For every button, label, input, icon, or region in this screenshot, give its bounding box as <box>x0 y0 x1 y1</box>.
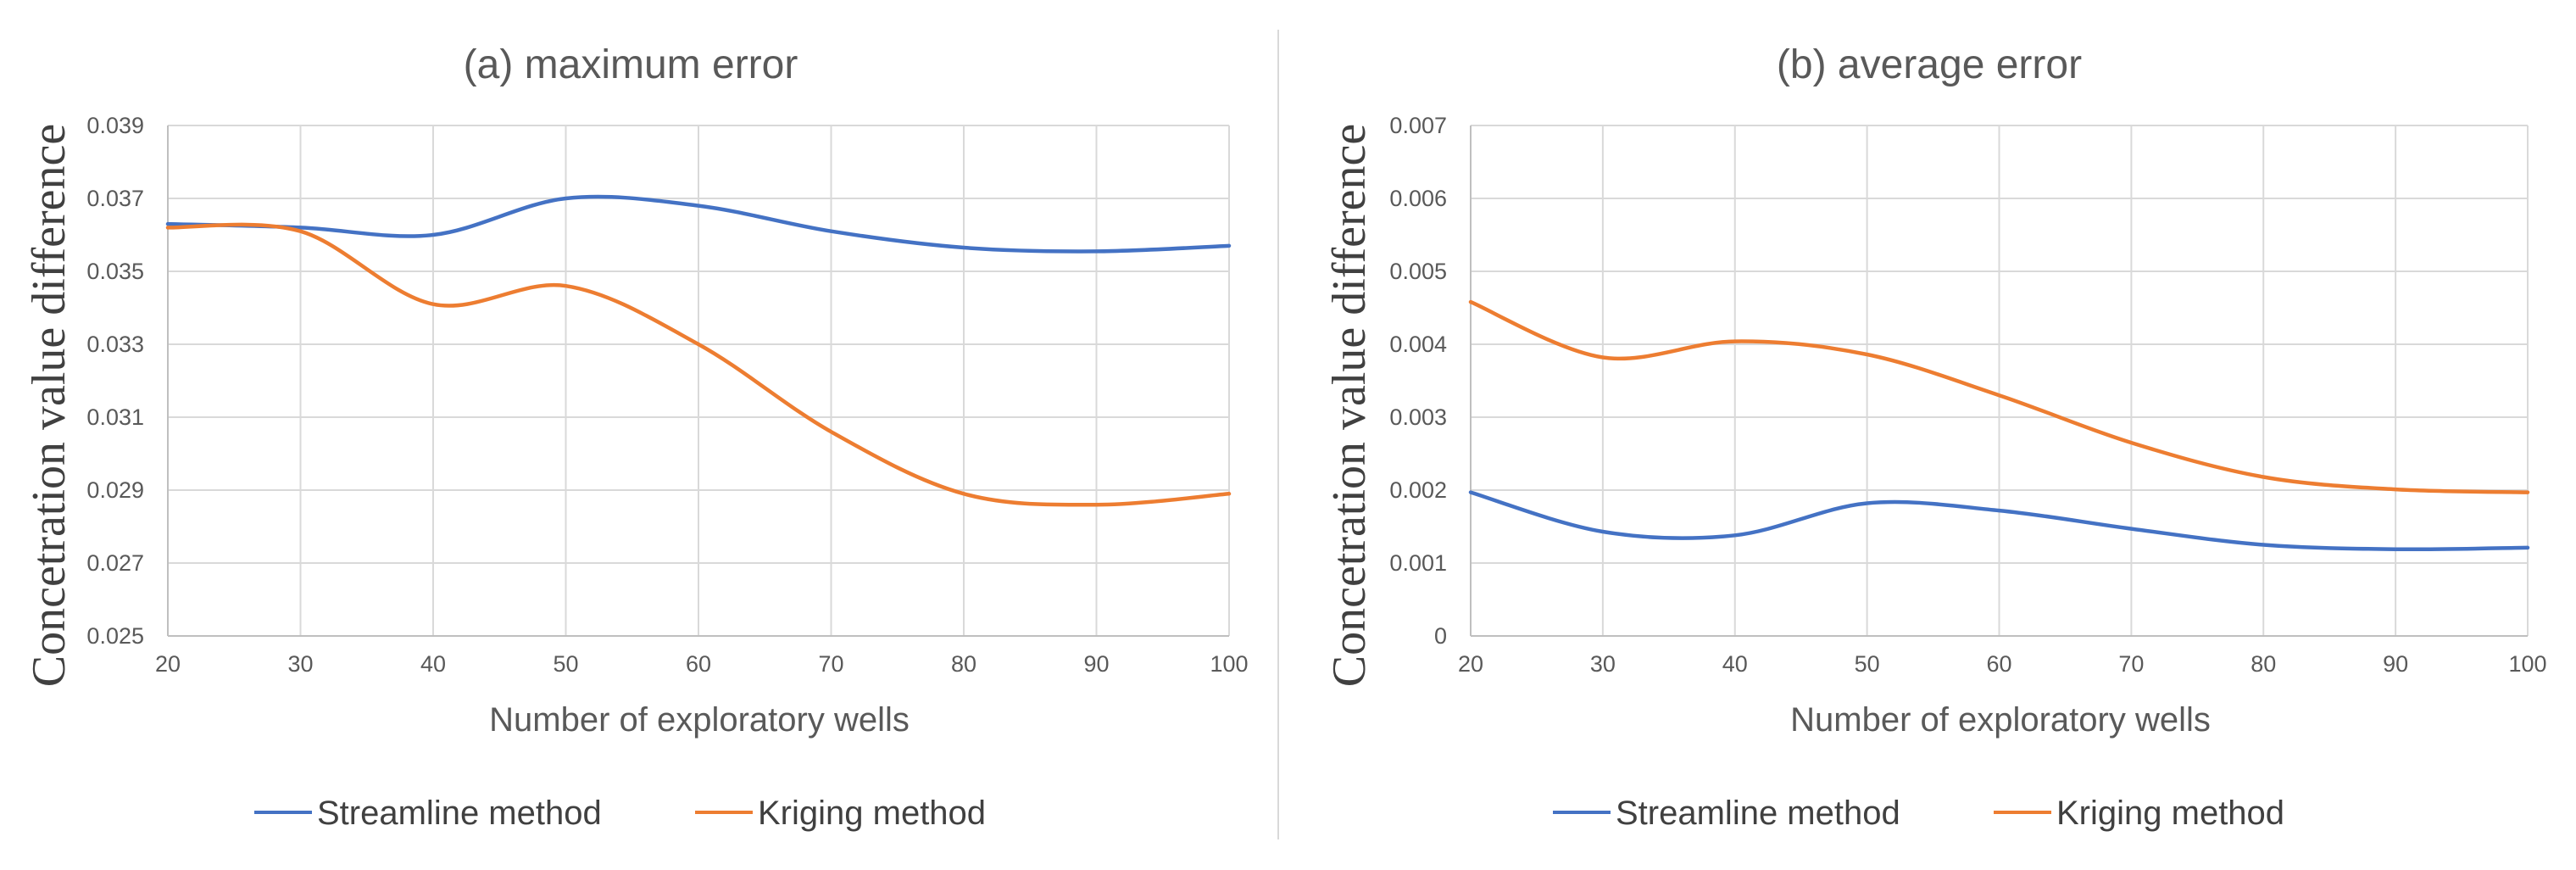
x-axis-label: Number of exploratory wells <box>1790 701 2211 739</box>
x-tick-label: 80 <box>2251 651 2276 677</box>
chart-panel-average-error: (b) average error Concetration value dif… <box>1323 42 2547 832</box>
y-tick-label: 0.005 <box>1389 259 1447 284</box>
chart-title: (a) maximum error <box>464 42 798 87</box>
x-tick-label: 30 <box>1590 651 1616 677</box>
x-tick-label: 100 <box>2508 651 2546 677</box>
y-tick-labels: 0.025 0.027 0.029 0.031 0.033 0.035 0.037 0.039 <box>86 113 144 649</box>
x-tick-labels: 20 30 40 50 60 70 80 90 100 <box>155 651 1249 677</box>
gridlines <box>1470 125 2529 637</box>
legend-label-streamline: Streamline method <box>1616 795 1900 832</box>
legend: Streamline method Kriging method <box>1553 795 2284 832</box>
y-tick-label: 0.035 <box>86 259 144 284</box>
legend: Streamline method Kriging method <box>254 795 986 832</box>
series-line-streamline-method <box>165 194 1232 254</box>
x-tick-label: 20 <box>155 651 181 677</box>
y-tick-label: 0.006 <box>1389 186 1447 211</box>
legend-label-kriging: Kriging method <box>758 795 986 832</box>
y-tick-label: 0.001 <box>1389 550 1447 576</box>
x-tick-label: 80 <box>951 651 976 677</box>
x-tick-label: 90 <box>2383 651 2408 677</box>
x-tick-label: 50 <box>553 651 578 677</box>
y-tick-label: 0.025 <box>86 623 144 649</box>
y-tick-label: 0.003 <box>1389 404 1447 430</box>
axes <box>167 125 1229 637</box>
x-tick-label: 50 <box>1855 651 1880 677</box>
series-line-kriging-method <box>1468 299 2530 494</box>
x-tick-label: 60 <box>686 651 711 677</box>
chart-title: (b) average error <box>1777 42 2082 87</box>
y-tick-label: 0.031 <box>86 404 144 430</box>
x-tick-label: 40 <box>420 651 446 677</box>
x-tick-label: 40 <box>1722 651 1748 677</box>
y-tick-label: 0.002 <box>1389 477 1447 503</box>
axes <box>1470 125 2528 637</box>
y-tick-label: 0.004 <box>1389 332 1447 357</box>
series-line-kriging-method <box>165 222 1232 507</box>
x-tick-label: 60 <box>1986 651 2011 677</box>
gridlines <box>167 125 1230 637</box>
y-tick-label: 0.029 <box>86 477 144 503</box>
x-tick-label: 100 <box>1210 651 1248 677</box>
x-tick-label: 70 <box>818 651 843 677</box>
y-tick-label: 0.007 <box>1389 113 1447 138</box>
series-lines <box>165 194 1232 507</box>
y-tick-label: 0.027 <box>86 550 144 576</box>
series-line-streamline-method <box>1468 490 2530 552</box>
series-lines <box>1468 299 2530 552</box>
chart-panel-max-error: (a) maximum error Concetration value dif… <box>23 42 1249 832</box>
x-tick-label: 90 <box>1083 651 1109 677</box>
y-tick-label: 0.039 <box>86 113 144 138</box>
y-axis-label: Concetration value difference <box>23 124 75 687</box>
x-tick-label: 30 <box>287 651 313 677</box>
y-axis-label: Concetration value difference <box>1323 124 1376 687</box>
y-tick-label: 0.037 <box>86 186 144 211</box>
y-tick-label: 0 <box>1434 623 1447 649</box>
legend-label-kriging: Kriging method <box>2056 795 2284 832</box>
x-tick-labels: 20 30 40 50 60 70 80 90 100 <box>1458 651 2547 677</box>
legend-label-streamline: Streamline method <box>317 795 602 832</box>
y-tick-labels: 0 0.001 0.002 0.003 0.004 0.005 0.006 0.007 <box>1389 113 1447 649</box>
y-tick-label: 0.033 <box>86 332 144 357</box>
x-tick-label: 70 <box>2118 651 2144 677</box>
x-tick-label: 20 <box>1458 651 1483 677</box>
x-axis-label: Number of exploratory wells <box>489 701 910 739</box>
